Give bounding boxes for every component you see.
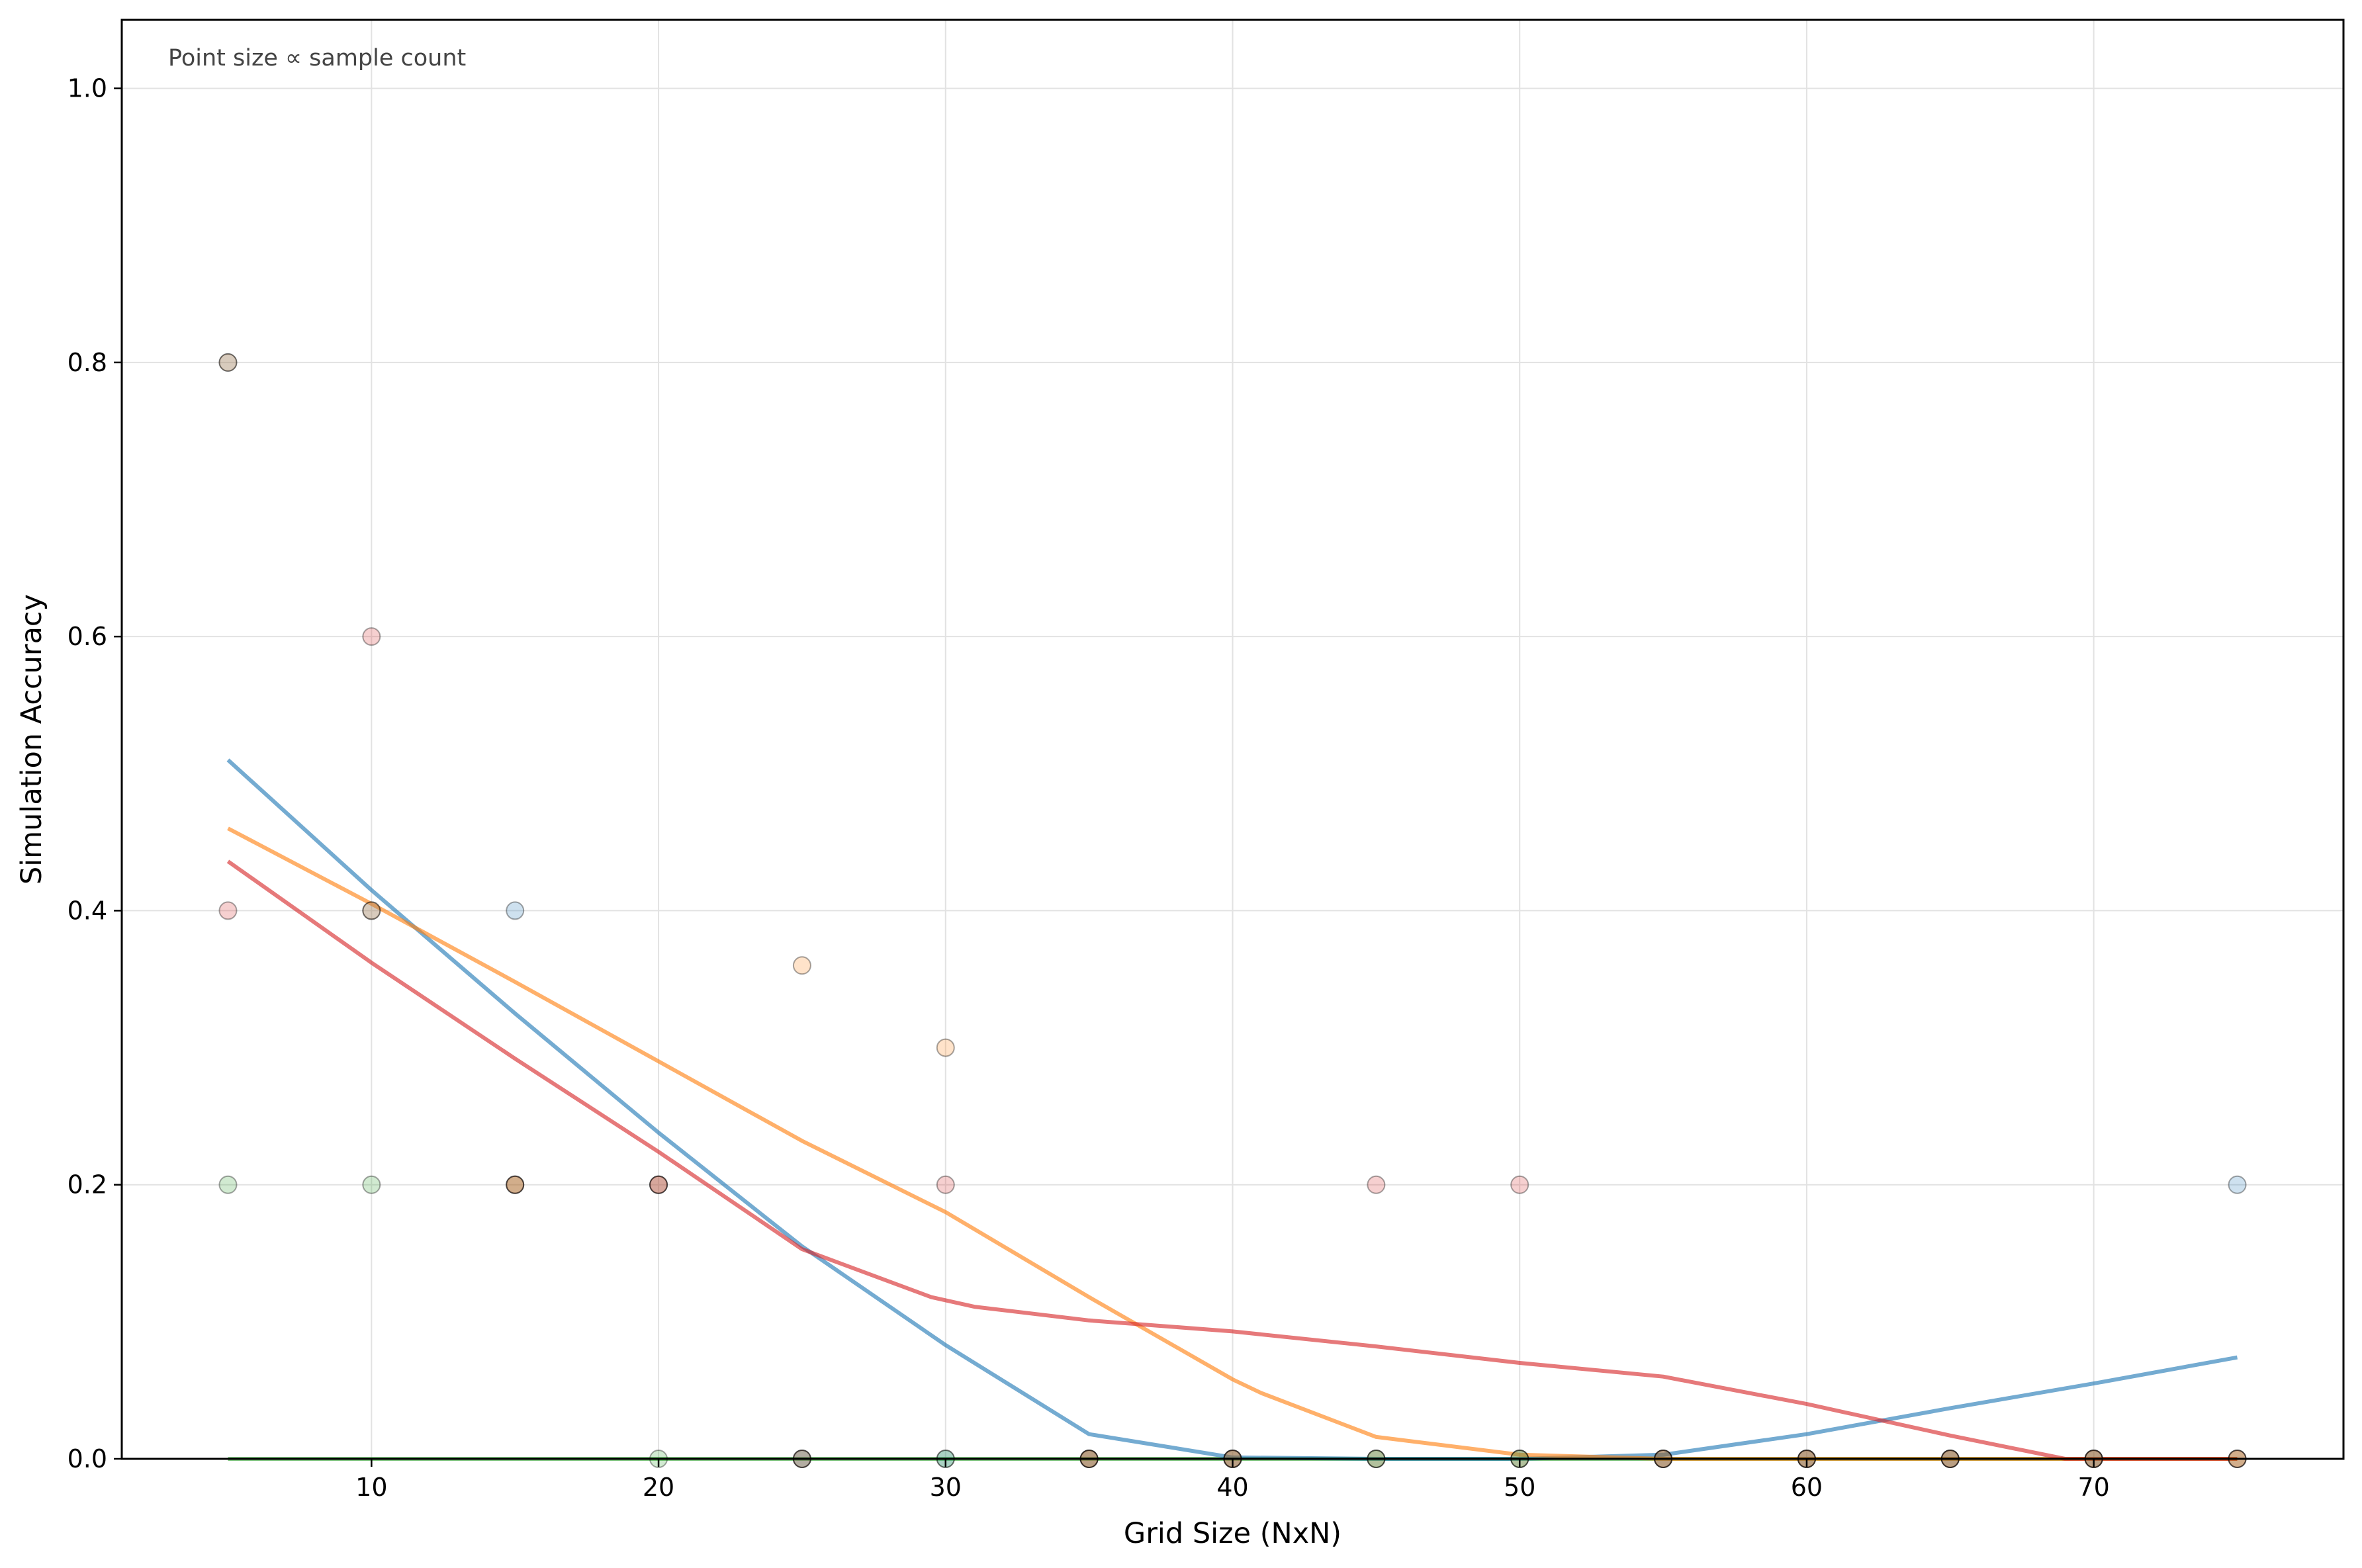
green-series-point <box>362 1175 381 1194</box>
x-tick-label: 20 <box>643 1473 674 1502</box>
red-series-point <box>1367 1175 1386 1194</box>
y-tick-label: 1.0 <box>68 74 107 103</box>
orange-series-point <box>506 1175 525 1194</box>
y-tick-label: 0.4 <box>68 896 107 925</box>
red-series-point <box>1510 1175 1529 1194</box>
orange-series-point <box>792 956 811 975</box>
x-tick-label: 50 <box>1504 1473 1535 1502</box>
x-tick-label: 60 <box>1791 1473 1823 1502</box>
x-tick-label: 70 <box>2077 1473 2109 1502</box>
size-annotation: Point size ∝ sample count <box>168 45 466 71</box>
blue-series-point <box>362 901 381 920</box>
orange-series-point <box>649 1175 668 1194</box>
y-tick-label: 0.6 <box>68 622 107 651</box>
blue-series-point <box>506 901 525 920</box>
green-series-point <box>218 1175 238 1194</box>
red-series-point <box>936 1175 955 1194</box>
y-tick-label: 0.0 <box>68 1444 107 1473</box>
y-axis-label: Simulation Accuracy <box>15 594 48 885</box>
orange-series-point <box>218 353 238 372</box>
red-series-point <box>218 901 238 920</box>
x-tick-label: 40 <box>1216 1473 1248 1502</box>
red-series-point <box>649 1175 668 1194</box>
blue-series-trend-line <box>226 758 2238 1461</box>
blue-series-point <box>2228 1175 2247 1194</box>
red-series-point <box>506 1175 525 1194</box>
green-series-point <box>506 1175 525 1194</box>
x-tick-label: 10 <box>355 1473 387 1502</box>
y-axis-ticks: 0.0 0.2 0.4 0.6 0.8 1.0 <box>68 74 122 1473</box>
orange-series-point <box>936 1038 955 1057</box>
blue-series-point <box>218 353 238 372</box>
red-series-point <box>362 627 381 646</box>
x-tick-label: 30 <box>930 1473 962 1502</box>
red-series-trend-line <box>226 859 2238 1461</box>
y-tick-label: 0.8 <box>68 348 107 377</box>
orange-series-point <box>362 901 381 920</box>
blue-series-point <box>649 1175 668 1194</box>
x-axis-label: Grid Size (NxN) <box>1124 1517 1341 1550</box>
x-axis-ticks: 10 20 30 40 50 60 70 <box>355 1459 2110 1502</box>
y-tick-label: 0.2 <box>68 1170 107 1199</box>
